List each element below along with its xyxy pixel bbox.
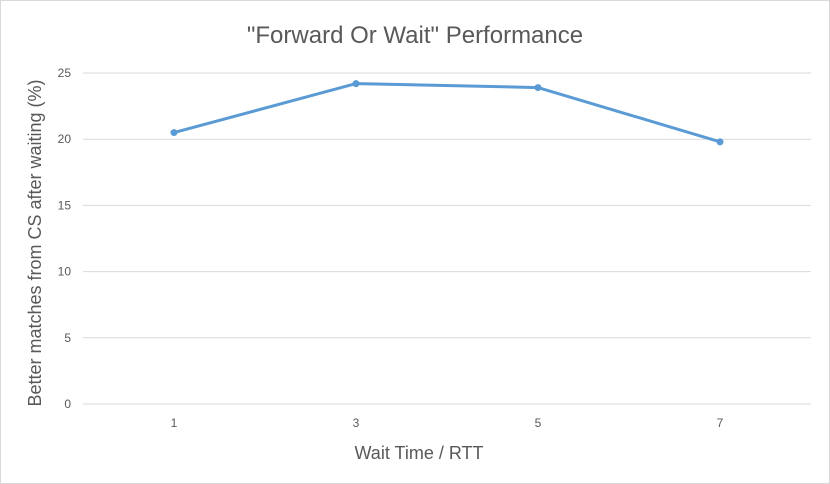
x-tick-label: 7: [717, 416, 724, 430]
x-tick-label: 5: [535, 416, 542, 430]
x-tick-labels: 1 3 5 7: [171, 416, 724, 430]
y-tick-label: 15: [58, 198, 72, 212]
data-point: [716, 138, 724, 146]
y-tick-labels: 0 5 10 15 20 25: [58, 66, 72, 411]
y-tick-label: 25: [58, 66, 72, 80]
data-point: [534, 84, 542, 92]
y-tick-label: 20: [58, 132, 72, 146]
series-group: [170, 80, 724, 146]
chart-title: "Forward Or Wait" Performance: [247, 22, 583, 49]
data-point: [352, 80, 360, 88]
y-axis-label: Better matches from CS after waiting (%): [25, 79, 45, 406]
y-tick-label: 5: [64, 331, 71, 345]
y-tick-label: 10: [58, 265, 72, 279]
series-line: [173, 82, 721, 144]
grid-lines: [83, 72, 811, 405]
x-axis-label: Wait Time / RTT: [354, 443, 483, 463]
x-tick-label: 3: [353, 416, 360, 430]
data-point: [170, 129, 178, 137]
x-tick-label: 1: [171, 416, 178, 430]
y-tick-label: 0: [64, 397, 71, 411]
